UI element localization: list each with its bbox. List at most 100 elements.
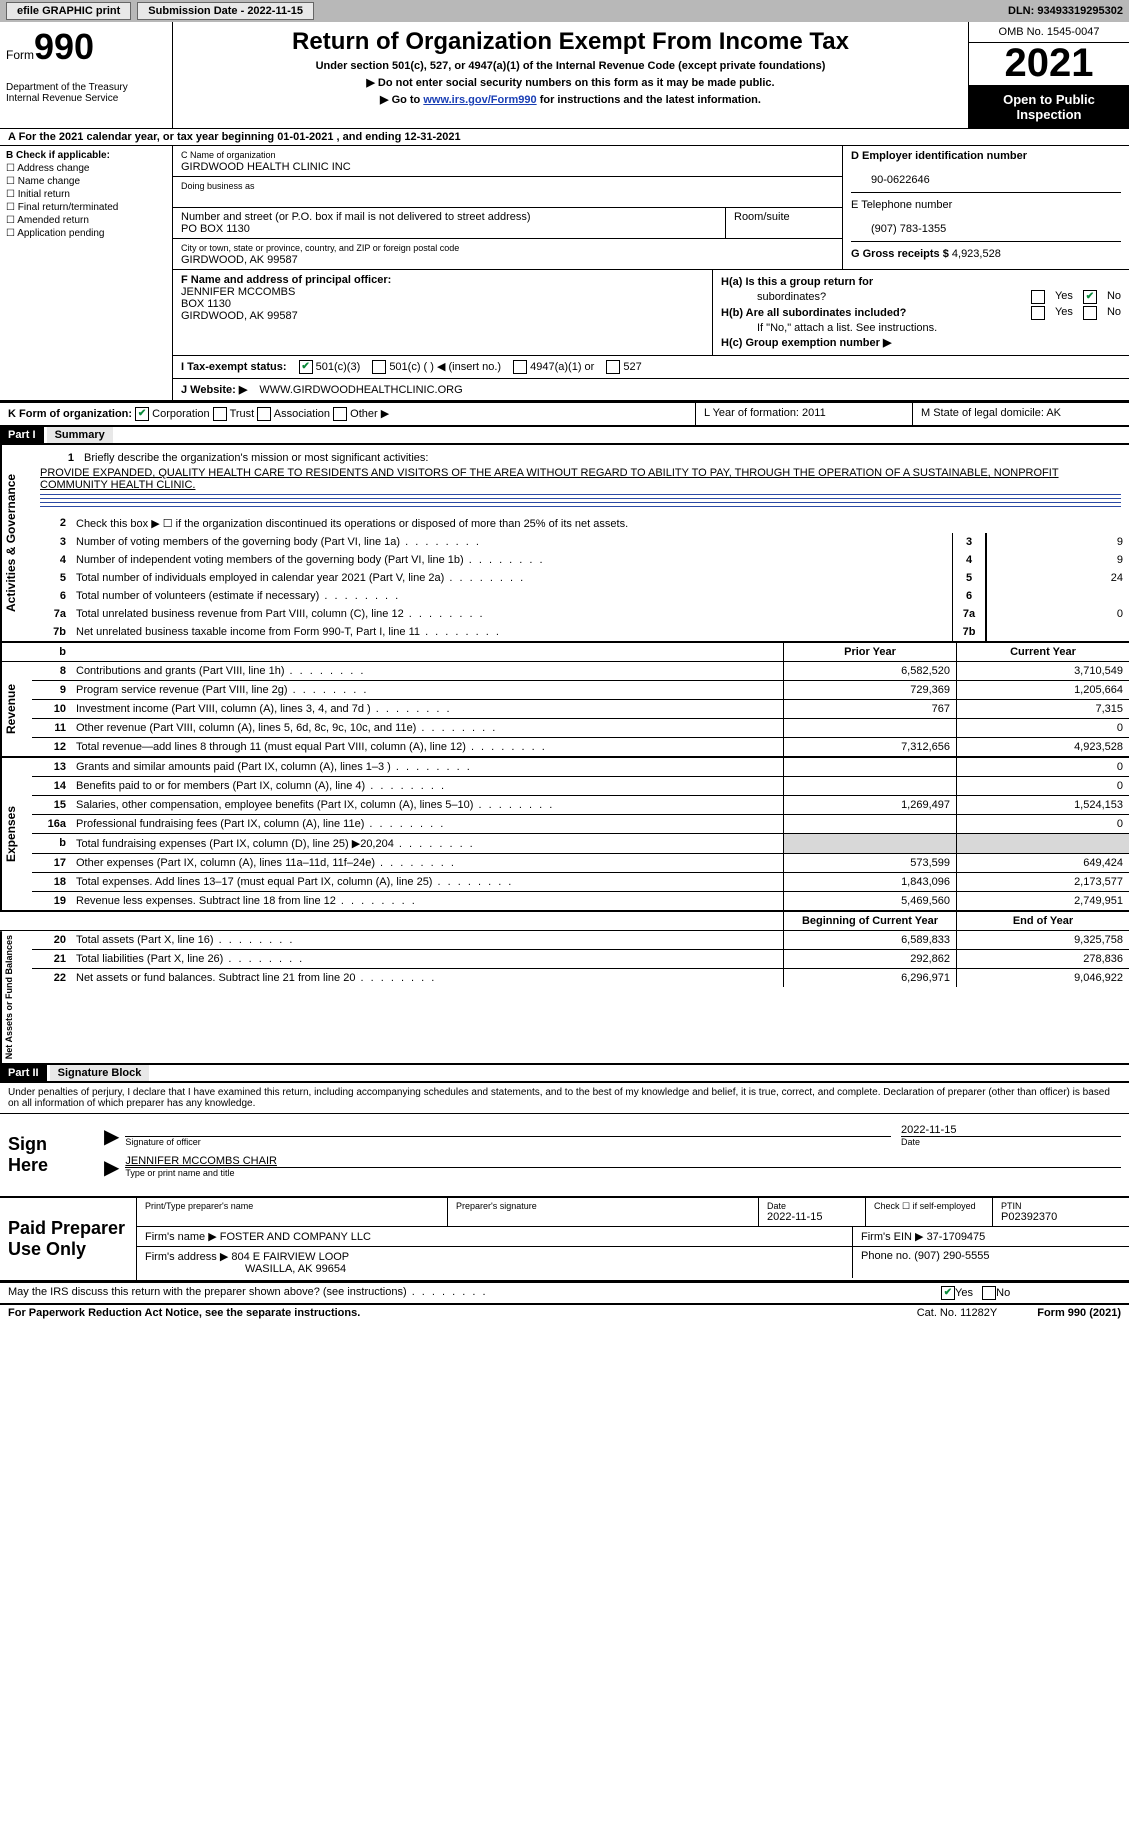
corporation-checkbox[interactable] xyxy=(135,407,149,421)
room-label: Room/suite xyxy=(734,211,790,223)
activities-governance-label: Activities & Governance xyxy=(0,445,32,641)
h-a-label-1: H(a) Is this a group return for xyxy=(721,276,873,288)
line-22: 22Net assets or fund balances. Subtract … xyxy=(32,968,1129,987)
firm-addr1: 804 E FAIRVIEW LOOP xyxy=(231,1251,349,1263)
ptin-value: P02392370 xyxy=(1001,1211,1057,1223)
checkbox-address-change[interactable]: ☐ Address change xyxy=(6,163,166,174)
city-label: City or town, state or province, country… xyxy=(181,243,459,253)
city-value: GIRDWOOD, AK 99587 xyxy=(181,254,298,266)
ha-yes-checkbox[interactable] xyxy=(1031,290,1045,304)
name-arrow-icon: ▶ xyxy=(104,1155,119,1180)
section-b-checkboxes: B Check if applicable: ☐ Address change☐… xyxy=(0,146,173,400)
checkbox-amended-return[interactable]: ☐ Amended return xyxy=(6,215,166,226)
org-name-label: C Name of organization xyxy=(181,150,276,160)
department-label: Department of the Treasury Internal Reve… xyxy=(6,82,166,104)
officer-name: JENNIFER MCCOMBS xyxy=(181,286,295,298)
preparer-name-label: Print/Type preparer's name xyxy=(145,1201,439,1211)
top-bar: efile GRAPHIC print Submission Date - 20… xyxy=(0,0,1129,22)
association-checkbox[interactable] xyxy=(257,407,271,421)
501c-checkbox[interactable] xyxy=(372,360,386,374)
h-b-label: H(b) Are all subordinates included? xyxy=(721,307,906,319)
line-13: 13Grants and similar amounts paid (Part … xyxy=(32,758,1129,776)
preparer-date: 2022-11-15 xyxy=(767,1211,822,1223)
date-caption: Date xyxy=(901,1137,1121,1147)
irs-link[interactable]: www.irs.gov/Form990 xyxy=(423,94,536,106)
phone-label: E Telephone number xyxy=(851,199,952,211)
form-header: Form990 Department of the Treasury Inter… xyxy=(0,22,1129,129)
firm-ein-label: Firm's EIN ▶ xyxy=(861,1231,924,1243)
line-19: 19Revenue less expenses. Subtract line 1… xyxy=(32,891,1129,910)
hb-yes-checkbox[interactable] xyxy=(1031,306,1045,320)
checkbox-application-pending[interactable]: ☐ Application pending xyxy=(6,228,166,239)
officer-addr1: BOX 1130 xyxy=(181,298,231,310)
dln-label: DLN: 93493319295302 xyxy=(1008,5,1123,17)
signature-disclaimer: Under penalties of perjury, I declare th… xyxy=(0,1083,1129,1114)
ha-no-checkbox[interactable] xyxy=(1083,290,1097,304)
part2-header: Part II xyxy=(0,1065,47,1081)
part2-title: Signature Block xyxy=(50,1065,150,1081)
open-to-public-label: Open to Public Inspection xyxy=(969,86,1129,128)
ein-value: 90-0622646 xyxy=(871,174,930,186)
checkbox-name-change[interactable]: ☐ Name change xyxy=(6,176,166,187)
line-3: 3Number of voting members of the governi… xyxy=(32,533,1129,551)
end-year-header: End of Year xyxy=(956,912,1129,930)
hb-no-checkbox[interactable] xyxy=(1083,306,1097,320)
line-21: 21Total liabilities (Part X, line 26)292… xyxy=(32,949,1129,968)
signature-date: 2022-11-15 xyxy=(901,1124,1121,1137)
checkbox-final-return-terminated[interactable]: ☐ Final return/terminated xyxy=(6,202,166,213)
line-18: 18Total expenses. Add lines 13–17 (must … xyxy=(32,872,1129,891)
line-7a: 7aTotal unrelated business revenue from … xyxy=(32,605,1129,623)
discuss-yes-checkbox[interactable] xyxy=(941,1286,955,1300)
firm-phone-label: Phone no. xyxy=(861,1250,911,1262)
4947-checkbox[interactable] xyxy=(513,360,527,374)
efile-print-button[interactable]: efile GRAPHIC print xyxy=(6,2,131,20)
line-12: 12Total revenue—add lines 8 through 11 (… xyxy=(32,737,1129,756)
officer-sig-caption: Signature of officer xyxy=(125,1137,891,1147)
other-checkbox[interactable] xyxy=(333,407,347,421)
revenue-expenses-side xyxy=(0,643,32,661)
gross-receipts-label: G Gross receipts $ xyxy=(851,248,949,260)
ein-label: D Employer identification number xyxy=(851,150,1027,162)
mission-label: Briefly describe the organization's miss… xyxy=(80,449,1121,467)
preparer-date-label: Date xyxy=(767,1201,857,1211)
current-year-header: Current Year xyxy=(956,643,1129,661)
501c3-checkbox[interactable] xyxy=(299,360,313,374)
line-10: 10Investment income (Part VIII, column (… xyxy=(32,699,1129,718)
self-employed-check[interactable]: Check ☐ if self-employed xyxy=(866,1198,993,1226)
begin-year-header: Beginning of Current Year xyxy=(783,912,956,930)
checkbox-initial-return[interactable]: ☐ Initial return xyxy=(6,189,166,200)
expenses-label: Expenses xyxy=(0,758,32,910)
form-number: Form990 xyxy=(6,26,166,68)
line-14: 14Benefits paid to or for members (Part … xyxy=(32,776,1129,795)
year-formation: L Year of formation: 2011 xyxy=(696,403,913,425)
prior-year-header: Prior Year xyxy=(783,643,956,661)
preparer-sig-label: Preparer's signature xyxy=(456,1201,750,1211)
phone-value: (907) 783-1355 xyxy=(871,223,946,235)
form-subtitle-1: Under section 501(c), 527, or 4947(a)(1)… xyxy=(183,60,958,72)
officer-signature-field[interactable] xyxy=(125,1124,891,1137)
line-11: 11Other revenue (Part VIII, column (A), … xyxy=(32,718,1129,737)
officer-label: F Name and address of principal officer: xyxy=(181,274,391,286)
line-6: 6Total number of volunteers (estimate if… xyxy=(32,587,1129,605)
form-org-label: K Form of organization: xyxy=(8,408,132,420)
firm-name: FOSTER AND COMPANY LLC xyxy=(220,1231,371,1243)
dba-label: Doing business as xyxy=(181,181,255,191)
website-value: WWW.GIRDWOODHEALTHCLINIC.ORG xyxy=(259,384,462,396)
h-b-note: If "No," attach a list. See instructions… xyxy=(757,322,937,334)
row-a-tax-period: A For the 2021 calendar year, or tax yea… xyxy=(0,129,1129,146)
submission-date-button[interactable]: Submission Date - 2022-11-15 xyxy=(137,2,314,20)
gross-receipts-value: 4,923,528 xyxy=(952,248,1001,260)
revenue-label: Revenue xyxy=(0,662,32,756)
form-number-footer: Form 990 (2021) xyxy=(1037,1307,1121,1319)
trust-checkbox[interactable] xyxy=(213,407,227,421)
tax-year: 2021 xyxy=(969,43,1129,86)
website-label: J Website: ▶ xyxy=(181,383,247,396)
line-16a: 16aProfessional fundraising fees (Part I… xyxy=(32,814,1129,833)
line-2-desc: Check this box ▶ ☐ if the organization d… xyxy=(72,514,1129,533)
officer-name-field: JENNIFER MCCOMBS CHAIR xyxy=(125,1155,1121,1168)
line-5: 5Total number of individuals employed in… xyxy=(32,569,1129,587)
discuss-no-checkbox[interactable] xyxy=(982,1286,996,1300)
527-checkbox[interactable] xyxy=(606,360,620,374)
officer-addr2: GIRDWOOD, AK 99587 xyxy=(181,310,298,322)
mission-text: PROVIDE EXPANDED, QUALITY HEALTH CARE TO… xyxy=(40,467,1121,491)
